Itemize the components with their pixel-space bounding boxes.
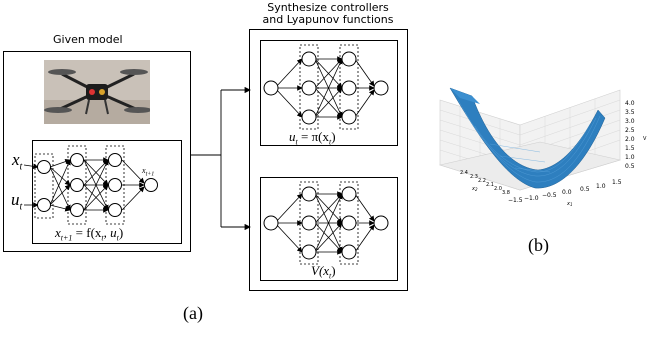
- controller-edges: [274, 56, 375, 120]
- svg-text:1.0: 1.0: [596, 183, 606, 190]
- svg-text:2.4: 2.4: [460, 170, 468, 176]
- svg-text:1.5: 1.5: [612, 179, 622, 186]
- input-u-label: ut: [11, 190, 23, 213]
- z-axis-label: V: [643, 136, 647, 142]
- model-neurons: [37, 153, 158, 217]
- lyapunov-neurons: [263, 186, 389, 260]
- output-label: xt+1: [142, 166, 155, 178]
- svg-text:0.5: 0.5: [625, 163, 635, 170]
- controller-neurons: [263, 51, 389, 125]
- svg-text:3.5: 3.5: [625, 109, 635, 116]
- svg-text:3.0: 3.0: [625, 118, 635, 125]
- caption-a: (a): [183, 303, 203, 323]
- lyapunov-edges: [274, 191, 375, 255]
- connector-arrows: [191, 86, 251, 231]
- svg-text:−1.5: −1.5: [508, 197, 523, 204]
- svg-text:2.1: 2.1: [486, 182, 494, 188]
- lyapunov-surface-plot: 4.0 3.5 3.0 2.5 2.0 1.5 1.0 0.5 V −1.5 −…: [438, 87, 647, 207]
- synthesize-panel: [249, 29, 408, 291]
- svg-text:2.5: 2.5: [625, 127, 635, 134]
- caption-b: (b): [528, 235, 549, 255]
- model-equation: xt+1 = f(xt, ut): [55, 225, 124, 243]
- input-x-label: xt: [12, 150, 23, 173]
- svg-text:3.8: 3.8: [502, 190, 510, 196]
- svg-text:2.0: 2.0: [625, 136, 635, 143]
- svg-text:−0.5: −0.5: [542, 192, 557, 199]
- drone-photo: [44, 60, 150, 124]
- lyapunov-layer-groups: [299, 181, 359, 265]
- x1-axis-label: x1: [566, 201, 573, 207]
- x2-axis-label: x2: [471, 186, 478, 192]
- svg-text:2.3: 2.3: [470, 174, 478, 180]
- svg-text:1.0: 1.0: [625, 154, 635, 161]
- controller-equation: ut = π(xt): [289, 129, 336, 147]
- lyapunov-box: [260, 177, 398, 281]
- model-edges: [23, 157, 145, 213]
- given-model-title: Given model: [53, 33, 123, 46]
- svg-text:2.2: 2.2: [478, 178, 486, 184]
- lyapunov-equation: V(xt): [311, 263, 336, 281]
- synthesize-title: Synthesize controllers and Lyapunov func…: [262, 1, 394, 26]
- controller-box: [260, 40, 398, 146]
- x2-tick-labels: 2.4 2.3 2.2 2.1 2.0 3.8: [460, 170, 510, 196]
- x1-tick-labels: −1.5 −1.0 −0.5 0.0 0.5 1.0 1.5: [508, 179, 622, 204]
- z-tick-labels: 4.0 3.5 3.0 2.5 2.0 1.5 1.0 0.5: [625, 100, 635, 170]
- svg-text:0.5: 0.5: [580, 186, 590, 193]
- svg-text:0.0: 0.0: [562, 189, 572, 196]
- svg-text:2.0: 2.0: [494, 186, 502, 192]
- svg-text:1.5: 1.5: [625, 145, 635, 152]
- svg-text:4.0: 4.0: [625, 100, 635, 107]
- svg-text:−1.0: −1.0: [524, 195, 539, 202]
